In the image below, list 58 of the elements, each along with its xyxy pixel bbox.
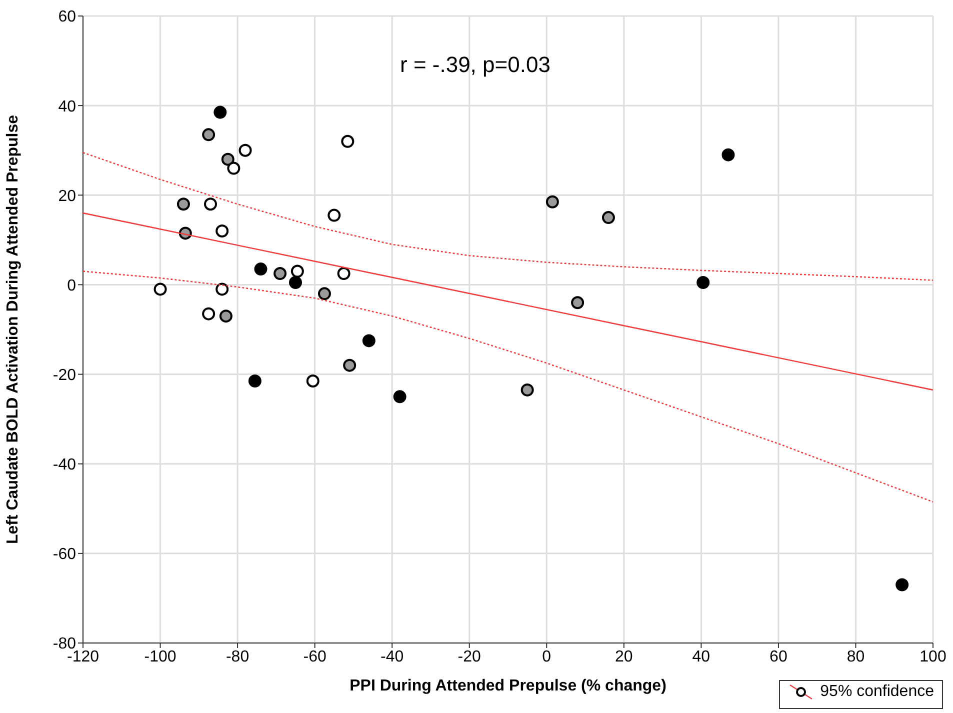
x-tick-label: -80: [226, 648, 250, 666]
y-tick-label: 40: [58, 98, 76, 116]
point: [254, 262, 268, 276]
x-tick-label: 60: [770, 648, 788, 666]
x-tick-label: -120: [66, 648, 100, 666]
point: [520, 383, 534, 396]
legend-label: 95% confidence: [819, 683, 934, 701]
x-tick-label: -60: [303, 648, 326, 666]
point: [238, 144, 252, 157]
point: [362, 334, 376, 348]
point: [290, 264, 304, 278]
point: [214, 106, 227, 119]
x-tick-label: 40: [692, 648, 710, 666]
line-series: [83, 152, 933, 281]
point: [248, 374, 262, 388]
point: [343, 358, 356, 372]
y-tick-label: 0: [67, 277, 76, 294]
y-tick-label: 60: [58, 8, 76, 26]
x-tick-label: 80: [846, 648, 865, 666]
y-axis-title: Left Caudate BOLD Activation During Attended Prepulse: [4, 114, 22, 544]
point: [202, 307, 216, 320]
point: [306, 374, 320, 388]
y-tick-label: 20: [58, 188, 76, 205]
point: [274, 267, 287, 280]
y-tick-label: -60: [52, 546, 76, 564]
point: [337, 267, 350, 280]
point: [341, 134, 354, 148]
point: [154, 282, 167, 296]
point: [896, 578, 909, 592]
x-axis-title: PPI During Attended Prepulse (% change): [350, 677, 666, 694]
point: [227, 162, 240, 175]
point: [393, 390, 406, 404]
point: [602, 211, 615, 224]
x-tick-label: 20: [615, 648, 633, 666]
point: [204, 198, 217, 211]
point: [289, 276, 302, 289]
point: [546, 195, 559, 208]
annotation: r = -.39, p=0.03: [400, 52, 550, 78]
point: [328, 208, 341, 222]
y-tick-label: -20: [52, 366, 76, 384]
point: [176, 198, 190, 211]
x-tick-label: -40: [380, 648, 404, 666]
x-tick-label: 0: [542, 648, 552, 666]
legend-box: 95% confidence: [779, 680, 943, 709]
point: [216, 224, 229, 238]
line-series: [83, 270, 933, 503]
point: [216, 282, 229, 296]
point: [219, 310, 232, 323]
point: [696, 276, 710, 289]
y-tick-label: -40: [52, 456, 76, 474]
point: [318, 287, 331, 300]
point: [722, 148, 735, 162]
x-tick-label: -100: [144, 648, 176, 666]
point: [221, 152, 234, 166]
point: [202, 128, 216, 142]
x-tick-label: -20: [458, 648, 482, 666]
point: [571, 296, 584, 310]
x-tick-label: 100: [920, 648, 946, 666]
